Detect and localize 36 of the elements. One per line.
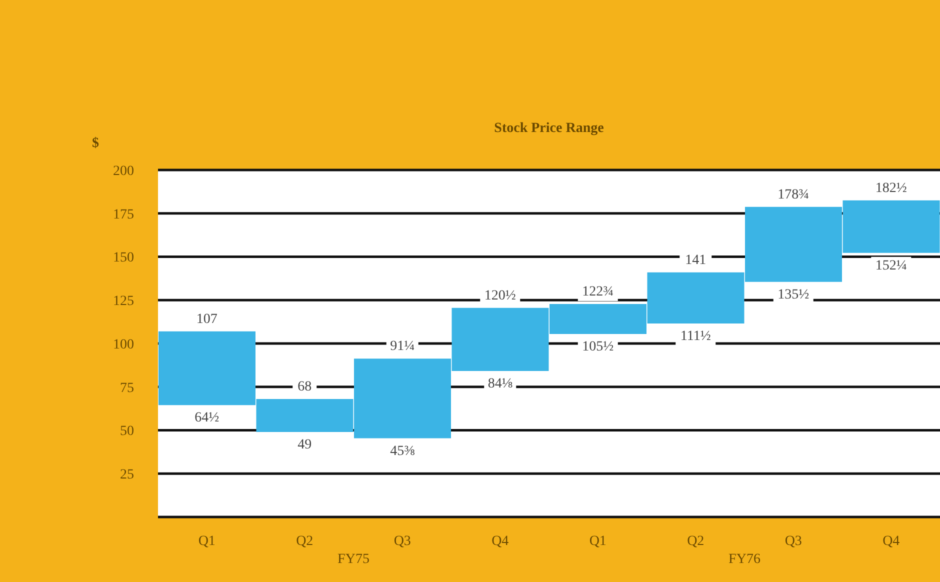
annotation: 49 (298, 437, 312, 452)
annotation: 111½ (680, 329, 711, 344)
text: FY76 (728, 552, 762, 568)
x-tick-label: Q3 (394, 534, 411, 549)
y-tick-label: 125 (113, 294, 134, 310)
x-tick-label: Q4 (492, 534, 509, 549)
y-tick-label: 200 (113, 164, 134, 179)
y-axis-title: $ (92, 136, 99, 152)
x-tick-label: Q2 (296, 534, 314, 549)
y-tick-label: 175 (113, 207, 134, 222)
annotation: 178¾ (778, 187, 810, 202)
annotation: 141 (685, 252, 706, 268)
y-tick-label: 25 (120, 468, 134, 483)
x-tick-label: Q1 (198, 534, 216, 549)
y-tick-label: 50 (120, 424, 134, 440)
annotation: 68 (298, 380, 312, 395)
x-tick-label: Q3 (784, 534, 802, 549)
annotation: 105½ (582, 339, 614, 354)
annotation: 45⅜ (390, 444, 416, 459)
annotation: 152¼ (875, 258, 907, 274)
annotation: 84⅛ (488, 376, 513, 392)
annotation: 135½ (778, 287, 810, 302)
annotation: 120½ (484, 288, 516, 304)
x-tick-label: Q2 (687, 534, 704, 549)
chart-title: Stock Price Range (493, 121, 605, 137)
y-tick-label: 75 (120, 380, 134, 396)
y-tick-label: 100 (113, 337, 134, 352)
annotation: 64½ (194, 410, 220, 426)
x-tick-label: Q4 (882, 534, 900, 549)
x-tick-label: Q1 (589, 534, 606, 549)
annotation: 182½ (875, 180, 907, 196)
annotation: 122¾ (582, 284, 614, 300)
annotation: 91¼ (390, 339, 415, 354)
text: FY75 (336, 552, 370, 568)
annotation: 107 (196, 312, 218, 327)
y-tick-label: 150 (113, 250, 134, 266)
